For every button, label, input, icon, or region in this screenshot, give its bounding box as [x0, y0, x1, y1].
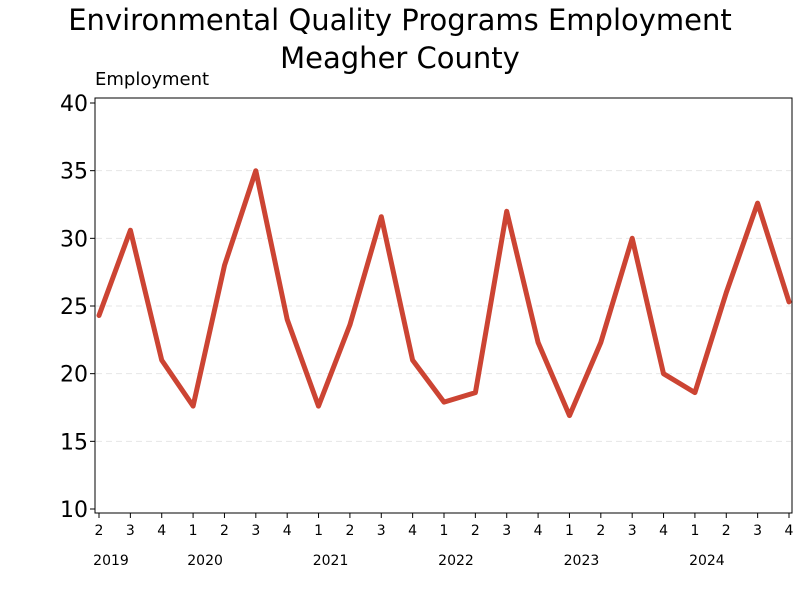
data-point [316, 404, 321, 409]
year-label: 2024 [689, 553, 725, 569]
data-point [442, 400, 446, 405]
data-point [347, 322, 352, 327]
y-tick-label: 40 [60, 92, 88, 117]
y-axis-ticks: 10 15 20 25 30 35 40 [60, 92, 95, 523]
data-point [630, 236, 635, 241]
x-tick-label: 2 [596, 523, 605, 539]
data-point [222, 263, 227, 268]
x-tick-label: 1 [565, 523, 574, 539]
y-tick-label: 35 [60, 160, 88, 185]
data-point [504, 209, 509, 214]
data-point [598, 340, 603, 345]
x-tick-label: 2 [471, 523, 480, 539]
x-tick-label: 2 [722, 523, 731, 539]
gridlines [96, 170, 791, 442]
chart-title: Environmental Quality Programs Employmen… [68, 3, 732, 37]
data-point [692, 390, 697, 395]
x-tick-label: 4 [408, 523, 417, 539]
x-axis-ticks: 2 3 4 1 2 3 4 1 2 3 4 1 2 3 4 1 2 3 4 1 2 3 4 [95, 513, 794, 539]
x-tick-label: 2 [95, 523, 104, 539]
x-tick-label: 4 [534, 523, 543, 539]
data-point [285, 317, 290, 322]
x-tick-label: 3 [377, 523, 386, 539]
x-tick-label: 1 [314, 523, 323, 539]
y-tick-label: 10 [60, 498, 88, 523]
x-tick-label: 2 [220, 523, 229, 539]
y-tick-label: 20 [60, 363, 88, 388]
y-tick-label: 30 [60, 227, 88, 252]
data-point [410, 358, 415, 363]
year-label: 2022 [438, 553, 474, 569]
x-tick-label: 3 [502, 523, 511, 539]
year-label: 2019 [93, 553, 129, 569]
y-axis-label: Employment [95, 69, 209, 90]
x-tick-label: 1 [690, 523, 699, 539]
year-label: 2020 [187, 553, 223, 569]
data-point [536, 340, 541, 345]
data-point [787, 299, 791, 304]
data-point [253, 168, 258, 173]
year-label: 2023 [564, 553, 600, 569]
y-tick-label: 15 [60, 430, 88, 455]
data-point [128, 228, 133, 233]
series-group [96, 168, 792, 419]
data-point [724, 290, 729, 295]
data-point [473, 390, 478, 395]
data-point [567, 413, 572, 418]
x-tick-label: 1 [440, 523, 449, 539]
x-tick-label: 3 [126, 523, 135, 539]
data-point [97, 313, 101, 318]
data-point [191, 404, 196, 409]
series-line [96, 168, 792, 419]
year-label: 2021 [313, 553, 349, 569]
x-tick-label: 4 [785, 523, 794, 539]
data-point [755, 201, 760, 206]
x-tick-label: 1 [189, 523, 198, 539]
x-tick-label: 4 [157, 523, 166, 539]
x-tick-label: 3 [628, 523, 637, 539]
chart-subtitle: Meagher County [280, 41, 520, 75]
x-tick-label: 4 [659, 523, 668, 539]
x-tick-label: 3 [251, 523, 260, 539]
x-tick-label: 3 [753, 523, 762, 539]
x-axis-year-labels: 2019 2020 2021 2022 2023 2024 [93, 553, 725, 569]
x-tick-label: 4 [283, 523, 292, 539]
data-point [159, 358, 164, 363]
data-point [661, 371, 666, 376]
y-tick-label: 25 [60, 295, 88, 320]
x-tick-label: 2 [345, 523, 354, 539]
data-point [379, 214, 384, 219]
